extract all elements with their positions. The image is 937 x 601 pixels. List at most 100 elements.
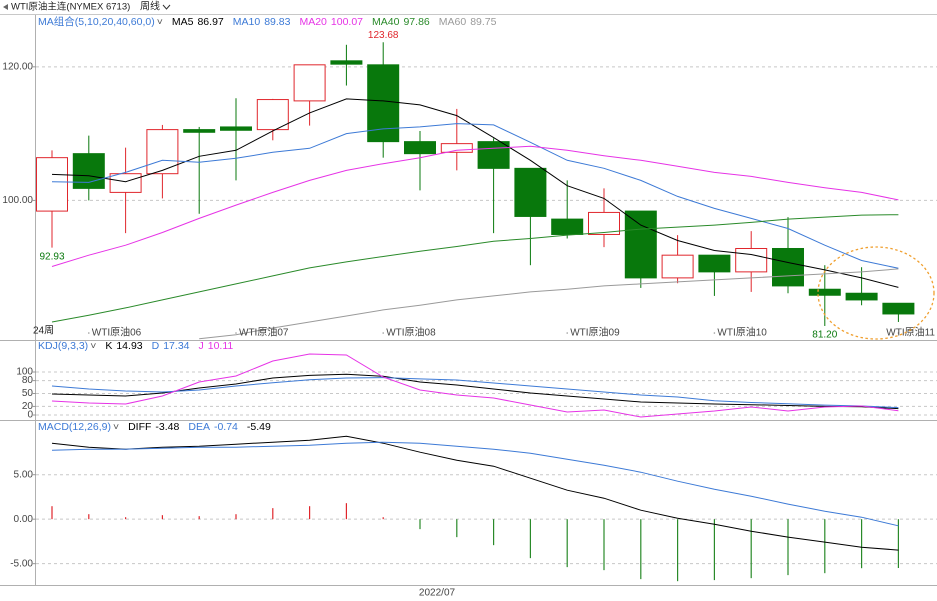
period-label: 24周 (33, 325, 54, 337)
candle-body (588, 211, 620, 235)
macd-bar (161, 515, 163, 520)
macd-bar (713, 519, 715, 581)
candle-body (772, 247, 804, 287)
macd-bar (493, 519, 495, 546)
legend-chevron: ˅ (90, 340, 96, 352)
candle-body (661, 254, 694, 279)
macd-bar (456, 519, 458, 538)
legend-value: 86.97 (197, 16, 223, 28)
high-label: 123.68 (368, 30, 399, 41)
candle-body (624, 210, 657, 279)
legend-chevron: ˅ (113, 421, 119, 433)
series-line (51, 145, 899, 267)
macd-bar (750, 519, 752, 579)
y-tick-label: 50 (22, 388, 34, 399)
x-tick-dot (88, 332, 90, 334)
x-tick-label: WTI原油08 (386, 326, 436, 339)
legend-title: KDJ(9,3,3) (38, 340, 88, 352)
x-tick-label: WTI原油10 (717, 326, 767, 339)
legend-name: DIFF (128, 421, 151, 433)
y-tick-label: 100 (16, 367, 33, 378)
y-tick-label: 100.00 (2, 195, 33, 206)
y-tick-label: 20 (22, 401, 34, 412)
candle-body (330, 60, 363, 65)
candle-body (882, 302, 915, 315)
macd-bar (897, 519, 899, 569)
y-tick-label: 0.00 (14, 514, 34, 525)
macd-bar (529, 519, 531, 559)
legend-chevron: ˅ (157, 16, 163, 28)
legend-value: -3.48 (155, 421, 179, 433)
series-line (51, 123, 899, 269)
x-tick-label: WTI原油11 (886, 326, 935, 339)
y-tick-label: 5.00 (14, 469, 34, 480)
macd-bar (345, 503, 347, 520)
candle-body (735, 247, 768, 273)
macd-bar (640, 519, 642, 580)
candle-body (808, 288, 841, 296)
x-tick-label: WTI原油07 (239, 326, 289, 339)
legend: KDJ(9,3,3) ˅ K 14.93 D 17.34 J 10.11 (38, 340, 233, 352)
y-tick-label: -5.00 (10, 558, 33, 569)
macd-bar (824, 519, 826, 574)
legend-name: J (199, 340, 204, 352)
candle-body (146, 129, 179, 175)
candle-body (36, 157, 68, 212)
macd-bar (272, 508, 274, 520)
low-label: 81.20 (812, 330, 837, 341)
series-line (51, 373, 899, 410)
macd-bar (198, 516, 200, 520)
macd-bar (787, 519, 789, 576)
x-axis-label: 2022/07 (419, 588, 456, 599)
period-selector[interactable]: 周线 (140, 0, 160, 13)
symbol-name[interactable]: WTI原油主连(NYMEX 6713) (11, 1, 130, 13)
x-tick-dot (235, 332, 237, 334)
legend-value: -0.74 (214, 421, 238, 433)
macd-bar (566, 519, 568, 568)
low-label: 92.93 (39, 251, 64, 262)
x-tick-dot (382, 332, 385, 334)
macd-bar (51, 506, 53, 520)
candle-body (109, 173, 142, 193)
candle-body (72, 153, 105, 189)
legend-name: MA10 (233, 16, 261, 28)
candle-body (220, 126, 252, 131)
macd-bar (125, 517, 127, 520)
macd-bar (88, 514, 90, 520)
y-tick-label: 80 (22, 375, 34, 386)
legend-value: 100.07 (331, 16, 363, 28)
legend-name: DEA (188, 421, 210, 433)
candle-body (256, 99, 289, 131)
macd-bar (861, 519, 863, 569)
x-tick-dot (566, 332, 568, 334)
candle-body (183, 129, 216, 133)
legend-value: 89.83 (264, 16, 290, 28)
x-tick-dot (897, 332, 900, 334)
legend-name: MA60 (439, 16, 467, 28)
legend: MACD(12,26,9) ˅ DIFF -3.48 DEA -0.74 -5.49 (38, 421, 271, 433)
candle-body (477, 141, 510, 169)
series-line (51, 214, 899, 323)
period-chevron[interactable] (162, 4, 171, 10)
macd-bar (382, 517, 384, 520)
legend-title: MA组合(5,10,20,40,60,0) (38, 15, 155, 28)
x-tick-dot (713, 332, 716, 334)
symbol-icon[interactable] (3, 4, 8, 10)
legend-title: MACD(12,26,9) (38, 421, 111, 433)
legend-name: D (152, 340, 160, 352)
legend-value: 10.11 (208, 340, 234, 352)
legend-value: 14.93 (116, 340, 142, 352)
y-tick-label: 120.00 (2, 61, 33, 72)
candle-body (551, 218, 584, 235)
macd-bar (419, 519, 421, 530)
x-tick-label: WTI原油06 (92, 326, 142, 339)
legend-value: -5.49 (247, 421, 271, 433)
candle-body (698, 254, 731, 273)
macd-bar (235, 514, 237, 520)
legend-value: 89.75 (470, 16, 496, 28)
macd-bar (677, 519, 679, 582)
candle-body (440, 143, 473, 153)
series-line (51, 435, 899, 551)
